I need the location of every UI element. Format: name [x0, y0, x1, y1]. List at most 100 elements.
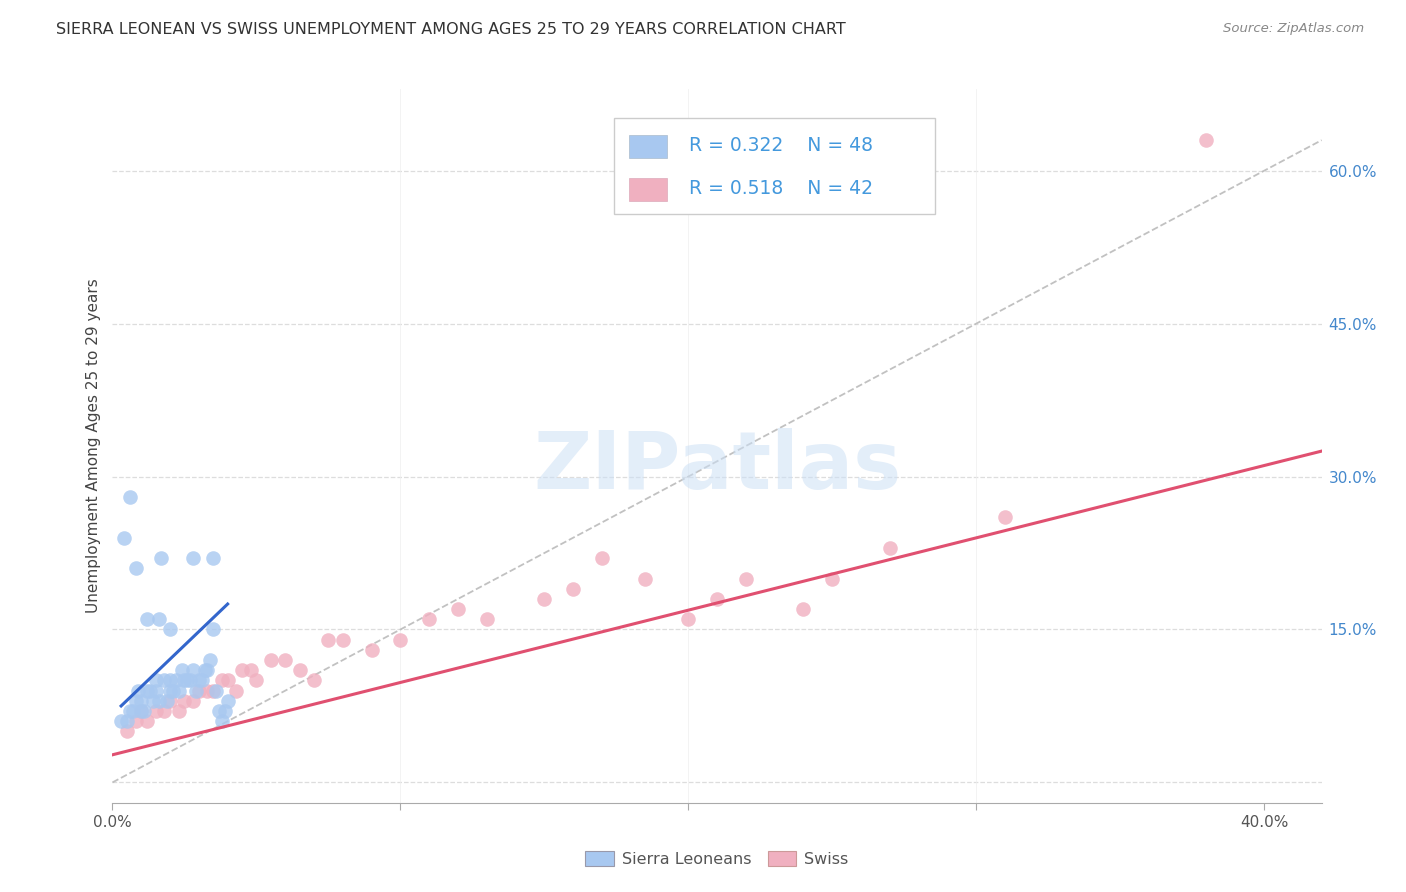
- Point: [136, 714, 159, 729]
- Point: [202, 683, 225, 698]
- Point: [706, 591, 728, 606]
- Y-axis label: Unemployment Among Ages 25 to 29 years: Unemployment Among Ages 25 to 29 years: [86, 278, 101, 614]
- Point: [591, 551, 613, 566]
- Point: [127, 683, 149, 698]
- Point: [202, 623, 225, 637]
- Point: [302, 673, 325, 688]
- FancyBboxPatch shape: [628, 135, 668, 158]
- Point: [159, 683, 181, 698]
- Point: [118, 490, 141, 504]
- Legend: Sierra Leoneans, Swiss: Sierra Leoneans, Swiss: [579, 845, 855, 873]
- Point: [176, 673, 198, 688]
- Point: [562, 582, 585, 596]
- Point: [360, 643, 382, 657]
- FancyBboxPatch shape: [628, 178, 668, 201]
- Point: [197, 663, 219, 677]
- Point: [173, 673, 195, 688]
- Point: [205, 683, 228, 698]
- Point: [148, 694, 170, 708]
- Point: [994, 510, 1017, 524]
- Point: [274, 653, 297, 667]
- Point: [179, 673, 201, 688]
- Point: [170, 663, 193, 677]
- Point: [533, 591, 555, 606]
- Point: [159, 673, 181, 688]
- Text: Source: ZipAtlas.com: Source: ZipAtlas.com: [1223, 22, 1364, 36]
- Point: [792, 602, 814, 616]
- FancyBboxPatch shape: [614, 118, 935, 214]
- Point: [159, 623, 181, 637]
- Point: [214, 704, 236, 718]
- Point: [167, 704, 190, 718]
- Point: [145, 683, 167, 698]
- Point: [208, 704, 231, 718]
- Point: [153, 704, 176, 718]
- Point: [159, 694, 181, 708]
- Point: [129, 704, 152, 718]
- Point: [217, 694, 239, 708]
- Point: [139, 683, 162, 698]
- Point: [1195, 133, 1218, 147]
- Point: [225, 683, 247, 698]
- Point: [118, 704, 141, 718]
- Point: [145, 704, 167, 718]
- Text: R = 0.322    N = 48: R = 0.322 N = 48: [689, 136, 873, 155]
- Point: [245, 673, 267, 688]
- Point: [239, 663, 262, 677]
- Point: [121, 704, 143, 718]
- Point: [134, 704, 156, 718]
- Point: [184, 683, 207, 698]
- Point: [190, 673, 212, 688]
- Point: [197, 683, 219, 698]
- Point: [231, 663, 253, 677]
- Point: [332, 632, 354, 647]
- Point: [475, 612, 498, 626]
- Point: [187, 673, 209, 688]
- Point: [129, 704, 152, 718]
- Point: [162, 683, 184, 698]
- Point: [112, 531, 135, 545]
- Point: [167, 683, 190, 698]
- Point: [181, 694, 204, 708]
- Point: [110, 714, 132, 729]
- Point: [150, 551, 173, 566]
- Point: [211, 673, 233, 688]
- Text: R = 0.518    N = 42: R = 0.518 N = 42: [689, 179, 873, 198]
- Point: [389, 632, 412, 647]
- Point: [734, 572, 756, 586]
- Point: [165, 673, 187, 688]
- Point: [142, 694, 165, 708]
- Point: [200, 653, 222, 667]
- Point: [129, 694, 152, 708]
- Point: [879, 541, 901, 555]
- Point: [156, 694, 179, 708]
- Point: [181, 551, 204, 566]
- Point: [115, 724, 138, 739]
- Point: [217, 673, 239, 688]
- Point: [153, 673, 176, 688]
- Point: [211, 714, 233, 729]
- Point: [124, 694, 146, 708]
- Point: [187, 683, 209, 698]
- Text: ZIPatlas: ZIPatlas: [533, 428, 901, 507]
- Point: [678, 612, 700, 626]
- Point: [418, 612, 440, 626]
- Point: [447, 602, 470, 616]
- Point: [194, 663, 217, 677]
- Point: [115, 714, 138, 729]
- Point: [288, 663, 311, 677]
- Text: SIERRA LEONEAN VS SWISS UNEMPLOYMENT AMONG AGES 25 TO 29 YEARS CORRELATION CHART: SIERRA LEONEAN VS SWISS UNEMPLOYMENT AMO…: [56, 22, 846, 37]
- Point: [124, 561, 146, 575]
- Point: [173, 694, 195, 708]
- Point: [145, 673, 167, 688]
- Point: [318, 632, 340, 647]
- Point: [148, 612, 170, 626]
- Point: [136, 612, 159, 626]
- Point: [821, 572, 844, 586]
- Point: [136, 683, 159, 698]
- Point: [260, 653, 283, 667]
- Point: [634, 572, 657, 586]
- Point: [202, 551, 225, 566]
- Point: [124, 714, 146, 729]
- Point: [181, 663, 204, 677]
